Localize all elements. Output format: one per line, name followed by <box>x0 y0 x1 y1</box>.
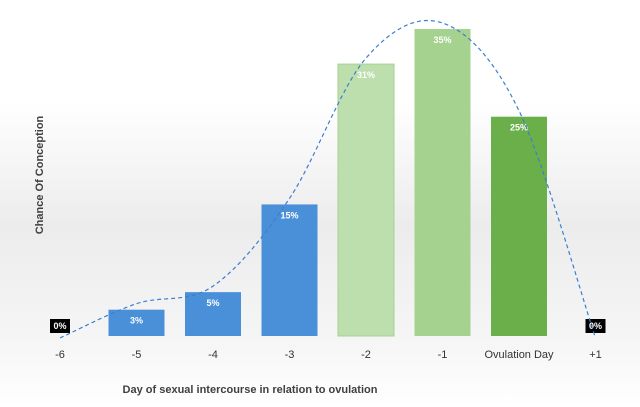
x-tick-label: -4 <box>208 349 218 361</box>
zero-box-7 <box>585 319 606 333</box>
data-label-5: 35% <box>433 35 451 45</box>
trend-curve <box>59 19 597 339</box>
bar-3 <box>261 204 318 336</box>
x-tick-label: -3 <box>285 349 295 361</box>
x-tick-label: +1 <box>589 349 602 361</box>
data-label-4: 31% <box>357 70 375 80</box>
x-tick-label: Ovulation Day <box>484 349 554 361</box>
bar-5 <box>414 29 471 336</box>
x-tick-label: -1 <box>438 349 448 361</box>
zero-label-7: 0% <box>585 319 606 333</box>
y-axis-title: Chance Of Conception <box>34 115 46 234</box>
x-tick-label: -6 <box>55 349 65 361</box>
data-label-6: 25% <box>510 123 528 133</box>
bar-1 <box>108 309 165 336</box>
data-label-2: 5% <box>206 298 219 308</box>
data-label-3: 15% <box>280 210 298 220</box>
data-label-1: 3% <box>130 316 143 326</box>
bar-4 <box>337 63 395 337</box>
bar-6 <box>491 116 547 336</box>
x-axis-title: Day of sexual intercourse in relation to… <box>123 384 378 396</box>
data-label-7: 0% <box>589 321 602 331</box>
x-tick-label: -5 <box>132 349 142 361</box>
bar-2 <box>185 292 241 336</box>
data-label-0: 0% <box>53 321 66 331</box>
zero-label-0: 0% <box>50 319 70 333</box>
zero-box-0 <box>50 319 70 333</box>
x-tick-label: -2 <box>361 349 371 361</box>
